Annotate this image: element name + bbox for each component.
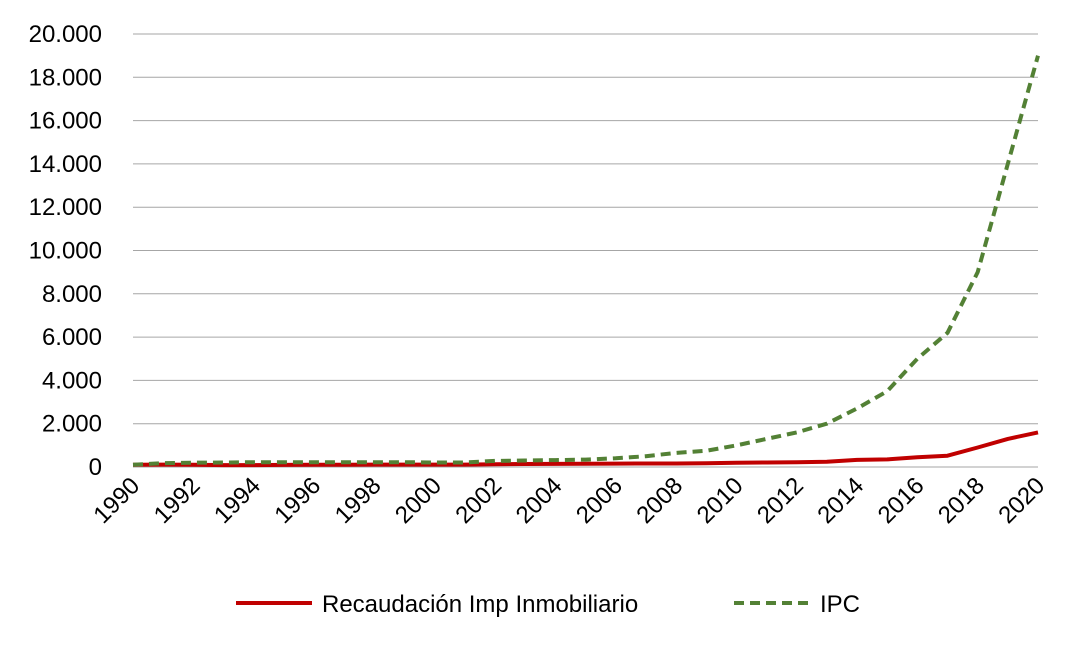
y-tick-label: 6.000 — [42, 324, 102, 351]
x-tick-label: 2018 — [933, 472, 990, 529]
y-tick-label: 4.000 — [42, 367, 102, 394]
x-tick-label: 2014 — [812, 472, 869, 529]
series-lines — [132, 55, 1040, 468]
x-tick-label: 2008 — [631, 472, 688, 529]
y-tick-label: 0 — [89, 454, 102, 481]
x-tick-label: 1994 — [209, 472, 266, 529]
x-tick-label: 1996 — [269, 472, 326, 529]
x-tick-label: 2006 — [571, 472, 628, 529]
x-tick-label: 2000 — [390, 472, 447, 529]
legend: Recaudación Imp Inmobiliario IPC — [236, 591, 860, 618]
x-tick-label: 1992 — [149, 472, 206, 529]
x-tick-label: 2020 — [993, 472, 1050, 529]
series-line-recaudacion — [132, 430, 1039, 468]
gridlines — [133, 33, 1038, 468]
series-line-ipc — [132, 55, 1040, 467]
x-tick-label: 2012 — [752, 472, 809, 529]
y-tick-label: 14.000 — [29, 151, 102, 178]
x-axis-tick-labels: 1990 1992 1994 1996 1998 2000 2002 2004 2006 2008… — [88, 472, 1050, 529]
x-tick-label: 2016 — [873, 472, 930, 529]
y-tick-label: 12.000 — [29, 194, 102, 221]
y-tick-label: 10.000 — [29, 238, 102, 265]
y-tick-label: 8.000 — [42, 281, 102, 308]
legend-label-ipc: IPC — [820, 591, 860, 618]
x-tick-label: 2002 — [450, 472, 507, 529]
y-tick-label: 2.000 — [42, 411, 102, 438]
x-tick-label: 1998 — [330, 472, 387, 529]
y-tick-label: 16.000 — [29, 108, 102, 135]
y-tick-label: 20.000 — [29, 21, 102, 48]
y-axis-tick-labels: 0 2.000 4.000 6.000 8.000 10.000 12.000 14.000 1… — [29, 21, 102, 481]
y-tick-label: 18.000 — [29, 64, 102, 91]
legend-label-recaudacion: Recaudación Imp Inmobiliario — [322, 591, 638, 618]
x-tick-label: 2010 — [692, 472, 749, 529]
x-tick-label: 2004 — [511, 472, 568, 529]
